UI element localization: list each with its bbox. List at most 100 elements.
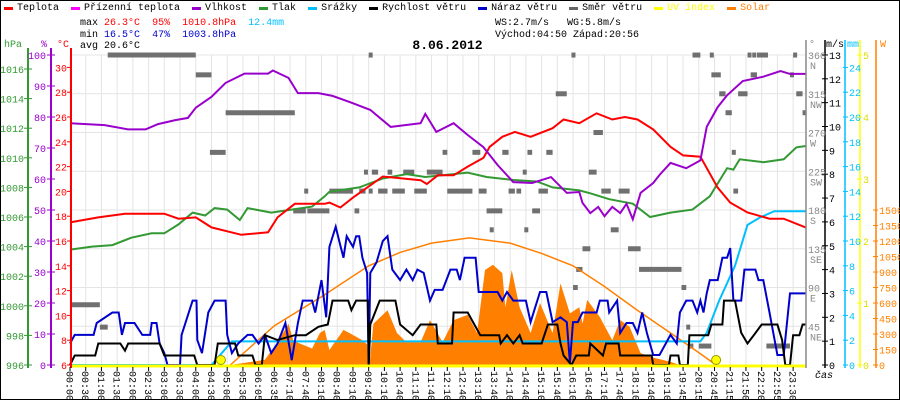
series-solar-theoretical--line	[229, 237, 717, 366]
percent-tick-label: 20	[34, 300, 46, 311]
solar-tick-label: 1350	[879, 223, 900, 234]
x-tick-label: 07:40	[298, 371, 309, 400]
percent-tick-label: 60	[34, 176, 46, 187]
legend-label: Srážky	[321, 3, 358, 14]
solar-tick-label: 1050	[879, 254, 900, 265]
celsius-tick-label: 18	[55, 213, 67, 224]
min-stats: min 16.5°C 47% 1003.8hPa	[80, 30, 236, 42]
x-tick-label: 12:10	[440, 371, 451, 400]
x-tick-label: 00:30	[78, 371, 89, 400]
legend: Teplota Přízenní teplota Vlhkost Tlak Sr…	[4, 3, 782, 14]
legend-item-vlhkost: Vlhkost	[192, 3, 247, 14]
wind-speed-tick-label: 0	[829, 362, 835, 373]
x-tick-label: 16:40	[581, 371, 592, 400]
series-sr-ky-line	[70, 210, 806, 366]
sun-times: Východ:04:50 Západ:20:56	[495, 30, 639, 42]
compass-label: N	[810, 62, 816, 73]
uv-tick-label: 4	[863, 114, 869, 125]
hpa-unit-label: hPa	[4, 39, 22, 51]
percent-tick-label: 0	[40, 362, 46, 373]
direction-tick-label: 45	[808, 323, 820, 334]
celsius-unit-label: °C	[57, 39, 69, 51]
rain-tick-label: 20	[849, 114, 861, 125]
max-humidity: 95%	[152, 18, 171, 29]
legend-swatch	[478, 7, 488, 10]
x-tick-label: 08:40	[330, 371, 341, 400]
legend-swatch	[569, 7, 579, 10]
min-label: min	[80, 30, 99, 41]
legend-label: Solar	[740, 3, 771, 14]
x-tick-label: 20:15	[691, 371, 702, 400]
x-tick-label: 21:15	[723, 371, 734, 400]
avg-stats: avg 20.6°C	[80, 41, 140, 53]
max-label: max	[80, 18, 99, 29]
uv-marker	[711, 355, 722, 365]
min-humidity: 47%	[152, 30, 171, 41]
direction-tick-label: 315	[808, 91, 826, 102]
x-tick-label: 17:10	[597, 371, 608, 400]
wind-speed-avg: WS:2.7m/s	[495, 18, 550, 29]
percent-tick-label: 100	[28, 52, 46, 63]
hpa-tick-label: 996	[6, 362, 24, 373]
series-solar-area	[230, 264, 680, 365]
series-teplota-line	[69, 112, 807, 236]
solar-tick-label: 300	[879, 331, 897, 342]
percent-unit-label: %	[41, 40, 47, 51]
wind-speed-tick-label: 1	[829, 338, 835, 349]
wind-speed-tick-label: 13	[829, 52, 841, 63]
celsius-tick-label: 28	[55, 89, 67, 100]
legend-swatch	[259, 7, 269, 10]
legend-item-smer-vetru: Směr větru	[569, 3, 642, 14]
x-tick-label: 04:30	[204, 371, 215, 400]
x-tick-label: 05:30	[235, 371, 246, 400]
compass-label: E	[810, 295, 816, 306]
x-tick-label: 01:30	[110, 371, 121, 400]
x-tick-label: 11:10	[408, 371, 419, 400]
hpa-tick-label: 1002	[0, 273, 24, 284]
rain-tick-label: 4	[849, 312, 855, 323]
hpa-tick-label: 1012	[0, 125, 24, 136]
series-vlhkost-line	[69, 69, 806, 223]
solar-unit-label: W	[880, 40, 886, 51]
x-tick-label: 20:45	[707, 371, 718, 400]
wind-speed-tick-label: 6	[829, 219, 835, 230]
rain-tick-label: 14	[849, 188, 861, 199]
x-tick-label: 07:10	[283, 371, 294, 400]
legend-swatch	[4, 7, 13, 10]
x-tick-label: 05:00	[220, 371, 231, 400]
rain-tick-label: 10	[849, 238, 861, 249]
solar-tick-label: 0	[879, 362, 885, 373]
x-tick-label: 13:40	[487, 371, 498, 400]
uv-tick-label: 5	[863, 52, 869, 63]
compass-label: NE	[810, 333, 822, 344]
x-tick-label: 08:10	[314, 371, 325, 400]
x-tick-label: 16:10	[566, 371, 577, 400]
wind-speed-tick-label: 9	[829, 147, 835, 158]
uv-tick-label: 2	[863, 238, 869, 249]
legend-item-naraz-vetru: Náraz větru	[478, 3, 557, 14]
celsius-tick-label: 22	[55, 164, 67, 175]
solar-tick-label: 900	[879, 269, 897, 280]
wind-speed-tick-label: 5	[829, 243, 835, 254]
sunrise: Východ:04:50	[495, 30, 568, 41]
series-n-raz-v-tru-line	[69, 222, 806, 366]
rain-tick-label: 12	[849, 213, 861, 224]
series-rychlost-v-tru-line	[69, 299, 806, 367]
x-tick-label: 17:40	[613, 371, 624, 400]
hpa-tick-label: 1004	[0, 244, 24, 255]
direction-tick-label: 270	[808, 130, 826, 141]
uv-tick-label: 3	[863, 176, 869, 187]
hpa-tick-label: 1014	[0, 96, 24, 107]
celsius-tick-label: 24	[55, 139, 67, 150]
hpa-tick-label: 1006	[0, 214, 24, 225]
legend-item-solar: Solar	[727, 3, 770, 14]
rain-tick-label: 24	[849, 64, 861, 75]
rain-tick-label: 16	[849, 164, 861, 175]
wind-speed-tick-label: 7	[829, 195, 835, 206]
x-tick-label: 22:20	[754, 371, 765, 400]
x-tick-label: 03:30	[173, 371, 184, 400]
wind-speed-unit-label: m/s	[826, 39, 844, 51]
x-tick-label: 02:00	[125, 371, 136, 400]
x-tick-label: 02:30	[141, 371, 152, 400]
celsius-tick-label: 14	[55, 263, 67, 274]
